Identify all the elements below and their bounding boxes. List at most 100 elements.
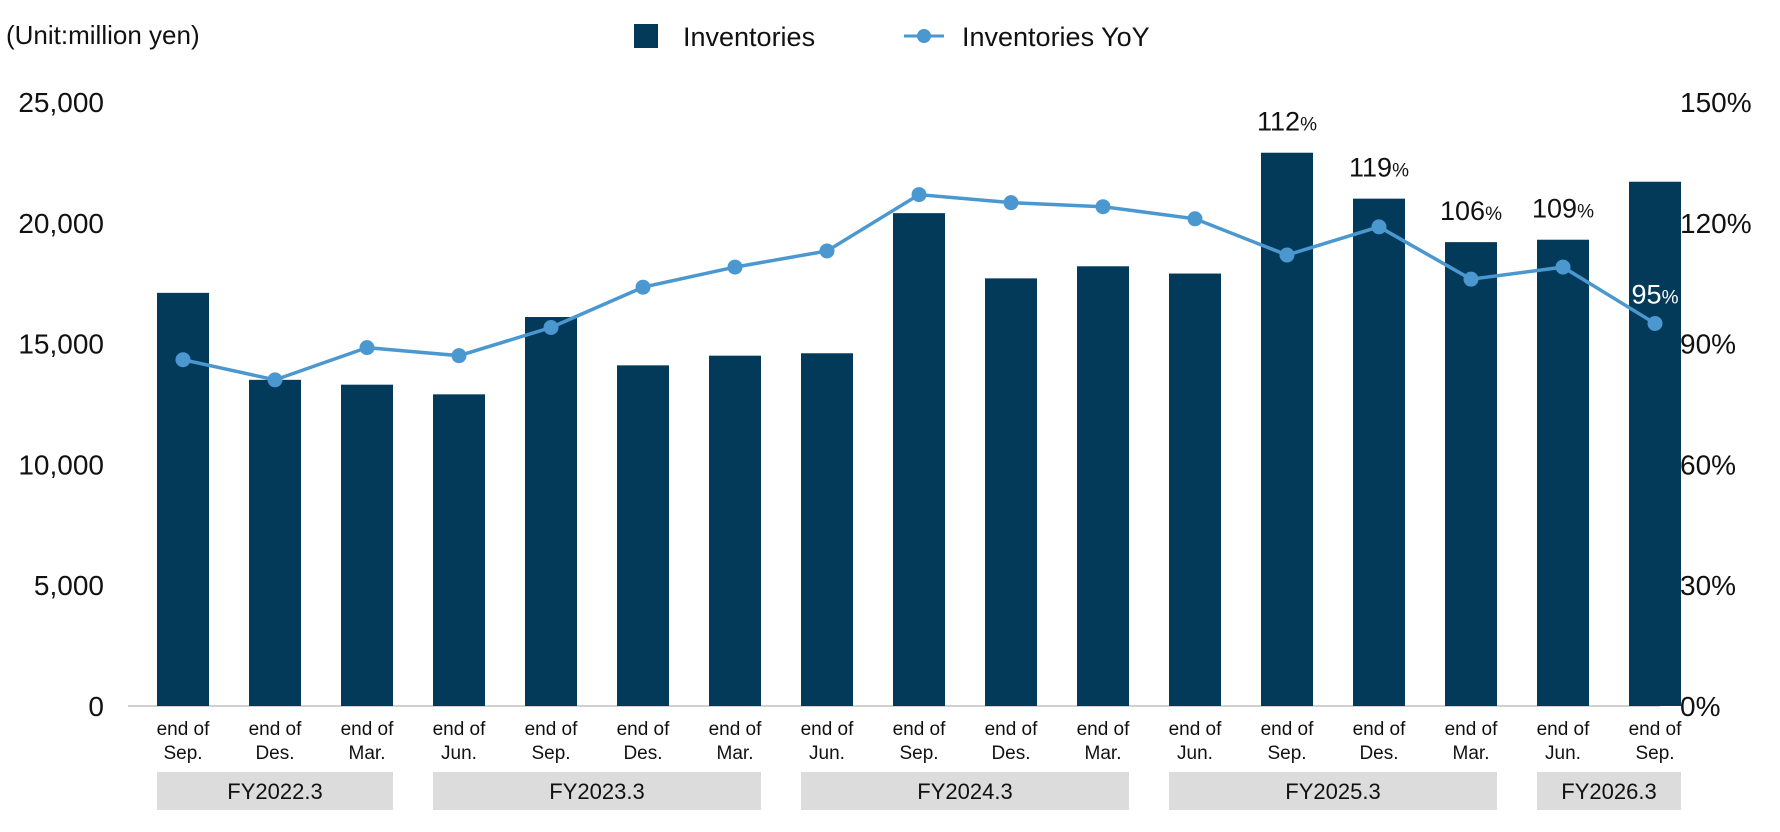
y-axis-left: 0 5,000 10,000 15,000 20,000 25,000 — [18, 87, 104, 722]
yoy-point — [1647, 315, 1663, 331]
yoy-data-label: 95% — [1632, 279, 1679, 309]
y-left-tick-label: 15,000 — [18, 329, 104, 360]
y-axis-right: 0% 30% 60% 90% 120% 150% — [1680, 87, 1752, 722]
yoy-point — [911, 187, 927, 203]
y-left-tick-label: 5,000 — [34, 570, 104, 601]
yoy-point — [1003, 195, 1019, 211]
x-tick-label-line2: Jun. — [1545, 743, 1581, 764]
legend: Inventories Inventories YoY — [634, 22, 1150, 52]
yoy-point — [543, 319, 559, 335]
x-tick-label-line1: end of — [249, 719, 303, 740]
x-tick-label-line1: end of — [709, 719, 763, 740]
yoy-point — [1371, 219, 1387, 235]
bar — [433, 394, 485, 706]
y-right-tick-label: 150% — [1680, 87, 1752, 118]
yoy-data-label: 106% — [1440, 196, 1502, 226]
fiscal-year-label: FY2023.3 — [549, 779, 644, 804]
yoy-point — [635, 279, 651, 295]
yoy-point — [727, 259, 743, 275]
bar — [893, 213, 945, 707]
fiscal-year-label: FY2025.3 — [1285, 779, 1380, 804]
bar — [1353, 198, 1405, 706]
x-tick-label-line2: Sep. — [899, 743, 938, 764]
y-left-tick-label: 25,000 — [18, 87, 104, 118]
bar — [341, 384, 393, 706]
fiscal-year-box — [801, 772, 1129, 810]
y-left-tick-label: 0 — [88, 691, 104, 722]
x-tick-label-line2: Mar. — [1085, 743, 1122, 764]
legend-line-label: Inventories YoY — [962, 22, 1150, 52]
yoy-data-label: 112% — [1257, 107, 1317, 137]
x-tick-label-line1: end of — [1445, 719, 1499, 740]
fiscal-year-box — [1537, 772, 1681, 810]
legend-bar-label: Inventories — [683, 22, 815, 52]
x-axis-labels: end of Sep. end of Des. end of Mar. end of Jun.… — [157, 719, 1683, 764]
x-tick-label-line1: end of — [1537, 719, 1591, 740]
yoy-point — [1095, 199, 1111, 215]
x-tick-label-line2: Des. — [1359, 743, 1398, 764]
bar — [525, 317, 577, 706]
fiscal-year-label: FY2024.3 — [917, 779, 1012, 804]
x-tick-label-line1: end of — [1169, 719, 1223, 740]
x-tick-label-line2: Jun. — [809, 743, 845, 764]
x-tick-label-line1: end of — [801, 719, 855, 740]
x-tick-label-line1: end of — [341, 719, 395, 740]
yoy-point — [1555, 259, 1571, 275]
x-tick-label-line1: end of — [1629, 719, 1683, 740]
x-tick-label-line2: Mar. — [1453, 743, 1490, 764]
x-tick-label-line2: Mar. — [717, 743, 754, 764]
y-right-tick-label: 120% — [1680, 208, 1752, 239]
y-right-tick-label: 60% — [1680, 449, 1736, 480]
x-tick-label-line1: end of — [525, 719, 579, 740]
x-tick-label-line1: end of — [1353, 719, 1407, 740]
bar — [1629, 181, 1681, 706]
bar — [1077, 266, 1129, 706]
bar — [1445, 242, 1497, 707]
x-tick-label-line1: end of — [157, 719, 211, 740]
fiscal-year-box — [157, 772, 393, 810]
yoy-point — [1279, 247, 1295, 263]
x-tick-label-line2: Des. — [991, 743, 1030, 764]
y-right-tick-label: 30% — [1680, 570, 1736, 601]
y-right-tick-label: 90% — [1680, 329, 1736, 360]
y-left-tick-label: 20,000 — [18, 208, 104, 239]
x-tick-label-line1: end of — [893, 719, 947, 740]
y-right-tick-label: 0% — [1680, 691, 1720, 722]
bar — [1261, 152, 1313, 707]
yoy-point — [1463, 271, 1479, 287]
x-tick-label-line2: Mar. — [349, 743, 386, 764]
fiscal-year-label: FY2022.3 — [227, 779, 322, 804]
x-tick-label-line2: Sep. — [1635, 743, 1674, 764]
x-tick-label-line2: Sep. — [531, 743, 570, 764]
bar — [801, 353, 853, 706]
yoy-data-label: 119% — [1349, 153, 1409, 183]
yoy-point — [267, 372, 283, 388]
fiscal-year-box — [433, 772, 761, 810]
bar — [1169, 273, 1221, 706]
x-tick-label-line1: end of — [1077, 719, 1131, 740]
x-tick-label-line2: Des. — [623, 743, 662, 764]
x-tick-label-line2: Sep. — [1267, 743, 1306, 764]
yoy-point — [175, 352, 191, 368]
yoy-data-label: 109% — [1532, 194, 1594, 224]
x-tick-label-line2: Jun. — [1177, 743, 1213, 764]
fiscal-year-groups: FY2022.3 FY2023.3 FY2024.3 FY2025.3 FY2026.3 — [157, 772, 1681, 810]
unit-label: (Unit:million yen) — [6, 20, 200, 50]
line-series — [175, 187, 1663, 388]
data-labels: 112% 119% 106% 109% 95% — [1257, 107, 1679, 310]
x-tick-label-line2: Sep. — [163, 743, 202, 764]
x-tick-label-line1: end of — [1261, 719, 1315, 740]
bar — [709, 355, 761, 706]
legend-bar-swatch — [634, 24, 658, 48]
fiscal-year-box — [1169, 772, 1497, 810]
yoy-point — [359, 340, 375, 356]
legend-line-marker — [917, 29, 931, 43]
x-tick-label-line1: end of — [985, 719, 1039, 740]
x-tick-label-line1: end of — [433, 719, 487, 740]
bar — [1537, 239, 1589, 706]
y-left-tick-label: 10,000 — [18, 449, 104, 480]
x-tick-label-line2: Jun. — [441, 743, 477, 764]
bar — [617, 365, 669, 706]
bar — [985, 278, 1037, 706]
